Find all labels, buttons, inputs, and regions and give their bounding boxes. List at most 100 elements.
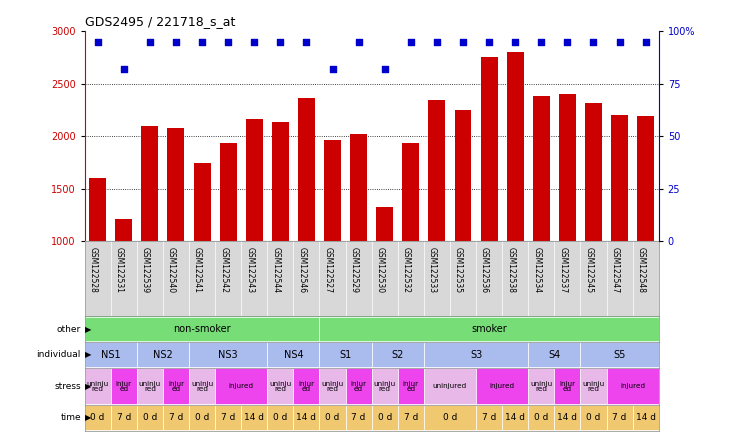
Bar <box>424 369 476 404</box>
Text: 0 d: 0 d <box>91 413 105 422</box>
Text: 0 d: 0 d <box>378 413 392 422</box>
Bar <box>319 317 659 341</box>
Bar <box>319 369 346 404</box>
Point <box>431 38 443 45</box>
Text: 14 d: 14 d <box>505 413 526 422</box>
Bar <box>294 405 319 430</box>
Bar <box>163 369 189 404</box>
Text: 0 d: 0 d <box>443 413 457 422</box>
Text: uninju
red: uninju red <box>191 381 213 392</box>
Text: 0 d: 0 d <box>143 413 157 422</box>
Point <box>92 38 104 45</box>
Text: time: time <box>60 413 81 422</box>
Bar <box>637 116 654 242</box>
Bar <box>319 342 372 367</box>
Text: uninju
red: uninju red <box>87 381 109 392</box>
Text: other: other <box>57 325 81 333</box>
Text: GSM122536: GSM122536 <box>480 247 489 293</box>
Point <box>248 38 260 45</box>
Bar <box>397 369 424 404</box>
Text: injur
ed: injur ed <box>116 381 132 392</box>
Bar <box>215 369 267 404</box>
Bar <box>189 369 215 404</box>
Bar <box>298 99 315 242</box>
Bar <box>85 342 137 367</box>
Bar <box>116 219 132 242</box>
Bar <box>110 405 137 430</box>
Bar <box>581 369 606 404</box>
Bar <box>241 405 267 430</box>
Text: GSM122539: GSM122539 <box>141 247 150 293</box>
Bar <box>324 140 341 242</box>
Point <box>457 38 469 45</box>
Text: uninju
red: uninju red <box>139 381 161 392</box>
Text: GSM122533: GSM122533 <box>428 247 437 293</box>
Text: S1: S1 <box>339 350 352 360</box>
Text: GSM122527: GSM122527 <box>324 247 333 293</box>
Text: GDS2495 / 221718_s_at: GDS2495 / 221718_s_at <box>85 16 235 28</box>
Bar <box>528 342 581 367</box>
Text: ▶: ▶ <box>85 325 92 333</box>
Text: NS4: NS4 <box>283 350 303 360</box>
Text: 14 d: 14 d <box>297 413 316 422</box>
Bar <box>168 128 185 242</box>
Bar <box>585 103 602 242</box>
Bar <box>481 57 498 242</box>
Bar <box>89 178 106 242</box>
Text: 0 d: 0 d <box>195 413 209 422</box>
Text: non-smoker: non-smoker <box>173 324 231 334</box>
Text: NS2: NS2 <box>153 350 173 360</box>
Text: smoker: smoker <box>471 324 507 334</box>
Text: uninju
red: uninju red <box>530 381 553 392</box>
Text: injured: injured <box>620 383 645 389</box>
Bar <box>346 405 372 430</box>
Bar <box>346 369 372 404</box>
Text: uninjured: uninjured <box>433 383 467 389</box>
Bar <box>581 342 659 367</box>
Bar <box>554 369 581 404</box>
Bar <box>424 342 528 367</box>
Bar <box>506 52 524 242</box>
Bar <box>476 405 502 430</box>
Bar <box>528 369 554 404</box>
Point <box>144 38 156 45</box>
Bar <box>141 126 158 242</box>
Text: GSM122547: GSM122547 <box>611 247 620 293</box>
Text: GSM122545: GSM122545 <box>584 247 593 293</box>
Text: GSM122531: GSM122531 <box>115 247 124 293</box>
Text: injur
ed: injur ed <box>168 381 184 392</box>
Bar <box>376 207 393 242</box>
Text: GSM122530: GSM122530 <box>375 247 385 293</box>
Bar <box>372 342 424 367</box>
Point <box>587 38 599 45</box>
Text: ▶: ▶ <box>85 382 92 391</box>
Text: GSM122543: GSM122543 <box>245 247 254 293</box>
Text: GSM122544: GSM122544 <box>272 247 280 293</box>
Bar <box>163 405 189 430</box>
Point <box>300 38 312 45</box>
Text: 14 d: 14 d <box>557 413 577 422</box>
Point <box>562 38 573 45</box>
Text: stress: stress <box>54 382 81 391</box>
Text: injured: injured <box>229 383 254 389</box>
Text: 0 d: 0 d <box>273 413 288 422</box>
Point <box>353 38 364 45</box>
Text: S4: S4 <box>548 350 561 360</box>
Text: 14 d: 14 d <box>244 413 264 422</box>
Point <box>509 38 521 45</box>
Bar <box>137 369 163 404</box>
Text: injured: injured <box>489 383 514 389</box>
Text: S2: S2 <box>392 350 404 360</box>
Text: 7 d: 7 d <box>352 413 366 422</box>
Bar <box>633 405 659 430</box>
Bar <box>267 369 294 404</box>
Bar <box>194 163 210 242</box>
Text: GSM122540: GSM122540 <box>167 247 176 293</box>
Bar <box>372 405 397 430</box>
Text: GSM122548: GSM122548 <box>637 247 645 293</box>
Text: 0 d: 0 d <box>587 413 601 422</box>
Bar <box>611 115 628 242</box>
Text: GSM122546: GSM122546 <box>297 247 306 293</box>
Bar <box>110 369 137 404</box>
Text: 7 d: 7 d <box>169 413 183 422</box>
